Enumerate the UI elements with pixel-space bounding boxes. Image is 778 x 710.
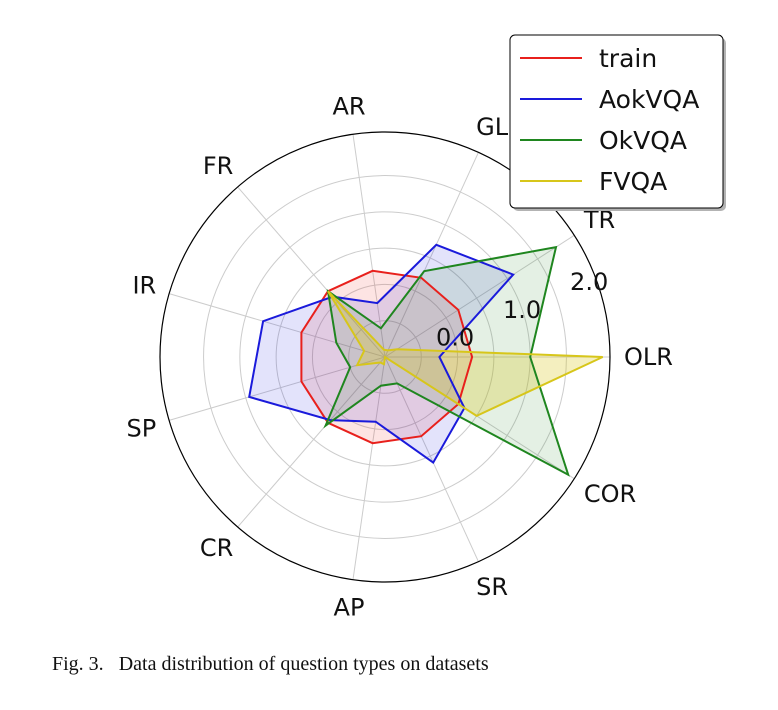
grid-spoke [384,356,479,562]
legend-label-aokvqa: AokVQA [599,85,699,114]
category-label-cor: COR [584,480,636,508]
legend-label-train: train [599,44,657,73]
category-label-sr: SR [476,573,508,601]
grid-spoke [352,134,386,358]
category-label-fr: FR [203,152,233,180]
radial-tick-label: 1.0 [503,296,541,324]
category-label-ar: AR [332,93,365,121]
caption-label: Fig. 3. [52,653,104,675]
radar-chart: 0.01.02.0OLRTRGLARFRIRSPCRAPSRCORtrainAo… [127,34,726,621]
series-line-fvqa [327,290,604,418]
series-line-okvqa [323,245,570,477]
category-label-sp: SP [127,414,157,442]
category-label-ap: AP [334,593,365,621]
category-label-olr: OLR [624,343,673,371]
legend-label-okvqa: OkVQA [599,126,687,155]
legend-label-fvqa: FVQA [599,167,667,196]
category-label-ir: IR [132,272,156,300]
legend-box [509,34,724,209]
grid-spoke [384,234,575,358]
grid-spoke [237,186,386,358]
series-fill-okvqa [325,247,569,475]
series-line-train [300,269,474,445]
category-label-cr: CR [200,534,233,562]
radial-tick-label: 0.0 [436,324,474,352]
grid-spoke [384,152,479,358]
polar-frame [159,131,611,583]
category-label-gl: GL [476,113,509,141]
series-fill-fvqa [328,291,603,416]
grid-spoke [237,356,386,528]
caption-text: Data distribution of question types on d… [118,653,489,675]
grid-spoke [168,293,386,358]
grid-spoke [352,356,386,580]
figure-caption: Fig. 3. Data distribution of question ty… [52,653,489,676]
series-line-aokvqa [248,243,515,465]
radial-tick-label: 2.0 [570,268,608,296]
